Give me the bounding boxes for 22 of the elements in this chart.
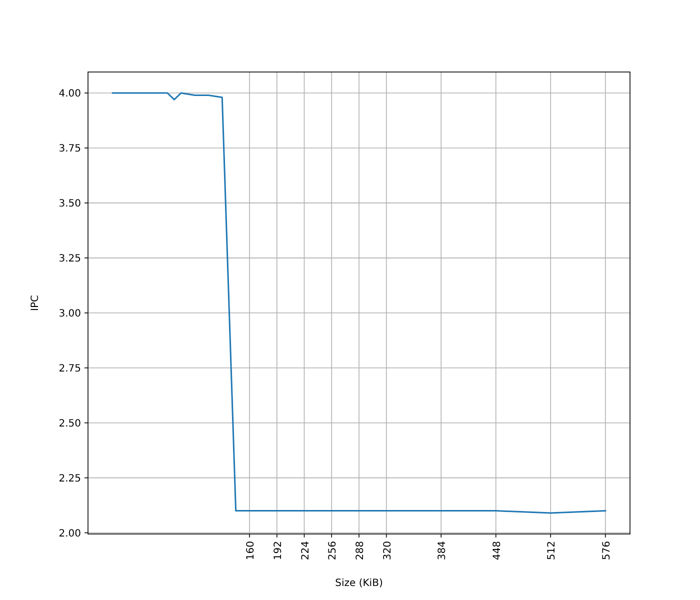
x-tick-label: 224: [300, 541, 312, 560]
x-tick-label: 384: [437, 541, 448, 560]
x-tick-label: 576: [601, 541, 612, 560]
x-tick-label: 448: [492, 541, 503, 560]
y-tick-label: 4.00: [58, 88, 81, 100]
y-tick-label: 3.00: [58, 308, 81, 320]
x-axis-title: Size (KiB): [335, 578, 383, 589]
x-tick-label: 288: [355, 541, 366, 560]
line-series: [112, 92, 606, 514]
y-tick-label: 2.25: [58, 473, 81, 484]
y-tick-label: 3.75: [58, 143, 81, 154]
y-tick-label: 3.50: [58, 198, 81, 210]
x-tick-label: 512: [546, 541, 558, 560]
y-tick-label: 3.25: [58, 253, 81, 264]
x-tick-label: 192: [272, 541, 284, 560]
y-tick-label: 2.75: [58, 363, 81, 374]
y-tick-label: 2.00: [58, 528, 81, 540]
x-tick-label: 160: [246, 541, 257, 560]
y-tick-label: 2.50: [58, 418, 81, 430]
x-tick-label: 256: [328, 541, 339, 560]
y-axis-title: IPC: [30, 295, 41, 311]
x-tick-label: 320: [382, 541, 394, 560]
